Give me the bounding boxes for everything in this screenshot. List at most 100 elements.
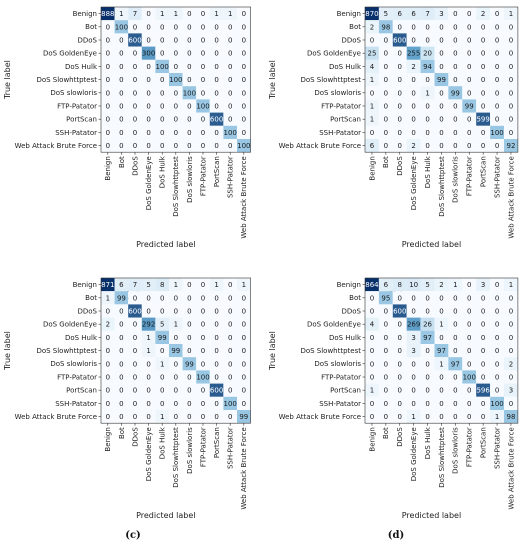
cell-value-label: 0 xyxy=(509,103,513,111)
heatmap-cell xyxy=(155,125,169,139)
heatmap-cell xyxy=(420,304,435,318)
heatmap-cell xyxy=(101,396,115,410)
cell-value-label: 0 xyxy=(411,37,415,45)
heatmap-cell xyxy=(237,291,251,305)
heatmap-cell xyxy=(141,291,156,305)
cell-value-label: 0 xyxy=(509,89,513,97)
heatmap-cell xyxy=(114,383,129,397)
heatmap-cell xyxy=(128,304,142,318)
y-tick-label: PortScan xyxy=(66,116,97,124)
cell-value-label: 0 xyxy=(509,63,513,71)
cell-value-label: 0 xyxy=(384,400,388,408)
cell-value-label: 0 xyxy=(467,360,471,368)
heatmap-cell xyxy=(365,370,379,384)
heatmap-cell xyxy=(476,304,491,318)
heatmap-cell xyxy=(476,99,491,113)
y-tick-label: Bot xyxy=(349,23,361,31)
cell-value-label: 0 xyxy=(228,374,232,382)
cell-value-label: 0 xyxy=(228,413,232,421)
heatmap-cell xyxy=(406,304,421,318)
heatmap-cell xyxy=(114,291,129,305)
cell-value-label: 0 xyxy=(384,142,388,150)
cell-value-label: 0 xyxy=(411,400,415,408)
cell-value-label: 600 xyxy=(128,308,141,316)
heatmap-cell xyxy=(169,33,183,47)
heatmap-cell xyxy=(434,278,449,292)
cell-value-label: 0 xyxy=(467,63,471,71)
cell-value-label: 100 xyxy=(490,129,503,137)
cell-value-label: 100 xyxy=(156,63,169,71)
cell-value-label: 0 xyxy=(214,37,218,45)
heatmap-cell xyxy=(365,86,379,100)
cell-value-label: 0 xyxy=(174,360,178,368)
heatmap-cell xyxy=(462,370,477,384)
cell-value-label: 0 xyxy=(384,116,388,124)
cell-value-label: 0 xyxy=(174,308,178,316)
cell-value-label: 99 xyxy=(158,334,167,342)
cell-value-label: 0 xyxy=(453,116,457,124)
heatmap-cell xyxy=(223,383,237,397)
heatmap-cell xyxy=(490,20,504,34)
heatmap-cell xyxy=(155,357,169,371)
cell-value-label: 0 xyxy=(133,89,137,97)
y-tick-label: DoS Hulk xyxy=(329,63,362,71)
cell-value-label: 0 xyxy=(133,294,137,302)
cell-value-label: 0 xyxy=(384,103,388,111)
cell-value-label: 0 xyxy=(174,413,178,421)
heatmap-cell xyxy=(490,317,504,331)
heatmap-cell xyxy=(420,33,435,47)
heatmap-cell xyxy=(378,125,393,139)
cell-value-label: 0 xyxy=(425,142,429,150)
heatmap-cell xyxy=(504,291,518,305)
cell-value-label: 0 xyxy=(509,23,513,31)
y-axis-title: True label xyxy=(268,60,277,100)
heatmap-cell xyxy=(155,278,169,292)
heatmap-cell xyxy=(196,291,210,305)
heatmap-cell xyxy=(420,344,435,358)
heatmap-cell xyxy=(420,317,435,331)
heatmap-cell xyxy=(476,46,491,60)
cell-value-label: 0 xyxy=(453,37,457,45)
heatmap-cell xyxy=(476,291,491,305)
cell-value-label: 100 xyxy=(196,103,209,111)
x-tick-label: Bot xyxy=(118,427,126,439)
y-axis-title: True label xyxy=(3,331,12,371)
y-tick-label: Bot xyxy=(85,23,97,31)
cell-value-label: 0 xyxy=(495,360,499,368)
heatmap-cell xyxy=(114,33,129,47)
heatmap-cell xyxy=(504,383,518,397)
heatmap-cell xyxy=(490,330,504,344)
heatmap-cell xyxy=(182,317,197,331)
cell-value-label: 0 xyxy=(214,308,218,316)
heatmap-cell xyxy=(434,33,449,47)
cell-value-label: 0 xyxy=(214,360,218,368)
heatmap-cell xyxy=(209,278,224,292)
heatmap-cell xyxy=(434,410,449,424)
cell-value-label: 0 xyxy=(453,23,457,31)
cell-value-label: 0 xyxy=(228,116,232,124)
cell-value-label: 0 xyxy=(439,116,443,124)
heatmap-cell xyxy=(182,291,197,305)
cell-value-label: 0 xyxy=(187,63,191,71)
cell-value-label: 0 xyxy=(467,129,471,137)
cell-value-label: 1 xyxy=(160,10,164,18)
heatmap-cell xyxy=(378,112,393,126)
cell-value-label: 0 xyxy=(453,294,457,302)
cell-value-label: 0 xyxy=(398,23,402,31)
cell-value-label: 0 xyxy=(146,89,150,97)
heatmap-cell xyxy=(490,59,504,73)
cell-value-label: 0 xyxy=(201,116,205,124)
heatmap-cell xyxy=(434,370,449,384)
heatmap-cell xyxy=(128,99,142,113)
cell-value-label: 8 xyxy=(398,281,402,289)
cell-value-label: 0 xyxy=(228,50,232,58)
cell-value-label: 100 xyxy=(196,374,209,382)
x-tick-label: DoS slowloris xyxy=(186,156,194,203)
cell-value-label: 596 xyxy=(476,387,490,395)
heatmap-cell xyxy=(128,139,142,153)
heatmap-cell xyxy=(182,59,197,73)
cell-value-label: 0 xyxy=(214,374,218,382)
y-tick-label: PortScan xyxy=(330,387,361,395)
cell-value-label: 0 xyxy=(201,347,205,355)
cell-value-label: 0 xyxy=(106,129,110,137)
